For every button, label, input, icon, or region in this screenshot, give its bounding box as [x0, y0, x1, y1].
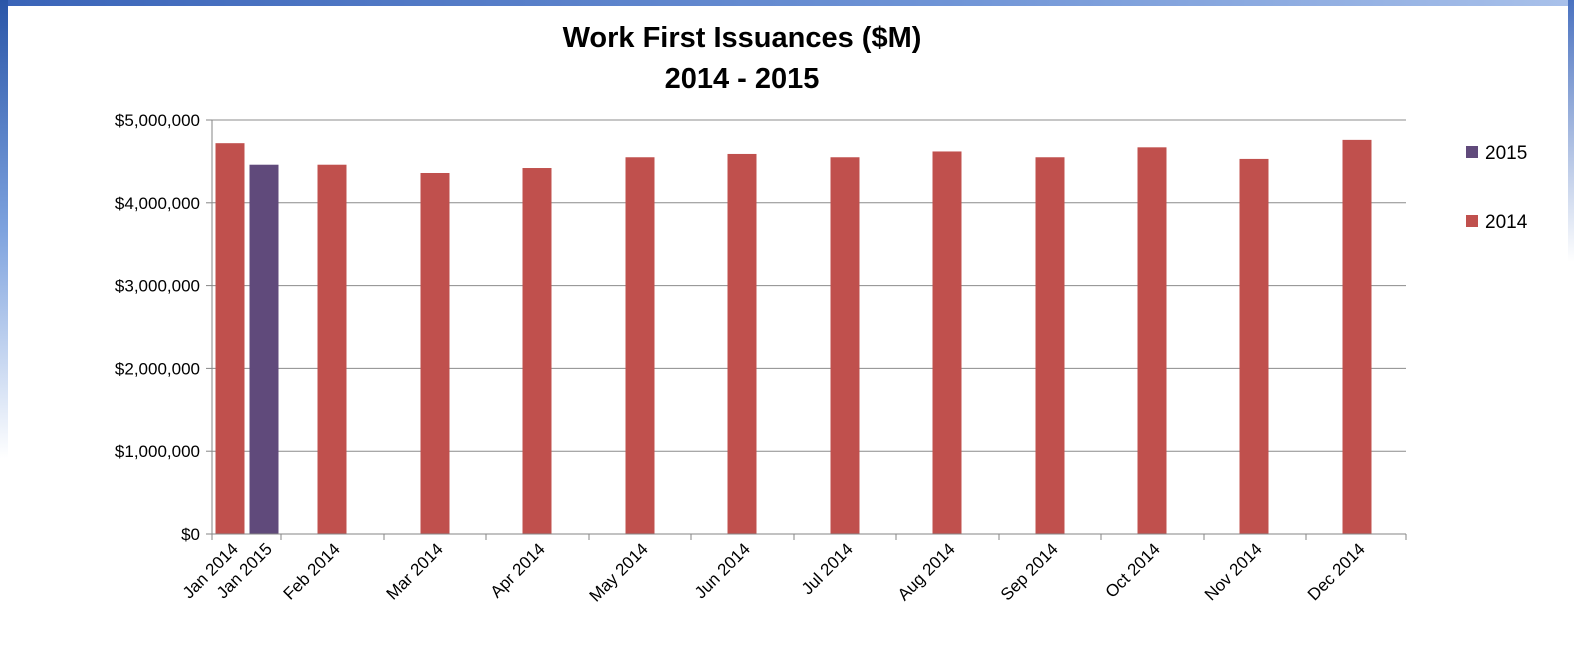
x-tick-label: Jun 2014 — [691, 539, 754, 602]
x-tick-label: Oct 2014 — [1102, 539, 1164, 601]
x-tick-label: Mar 2014 — [383, 539, 447, 603]
chart-subtitle: 2014 - 2015 — [665, 63, 820, 95]
y-tick-label: $3,000,000 — [115, 277, 200, 296]
legend: 2015 2014 — [1466, 143, 1528, 233]
y-tick-label: $4,000,000 — [115, 194, 200, 213]
bar-2015-jan-2015 — [249, 164, 279, 534]
x-tick-label: Aug 2014 — [894, 539, 959, 604]
chart-panel: Work First Issuances ($M) 2014 - 2015 $0… — [8, 6, 1568, 655]
bar-2014-jul-2014 — [830, 157, 860, 534]
x-tick-label: Nov 2014 — [1201, 539, 1266, 604]
bar-2014-feb-2014 — [317, 164, 347, 534]
chart-title: Work First Issuances ($M) — [563, 22, 922, 54]
bar-2014-jan-2014 — [215, 143, 245, 534]
bar-2014-mar-2014 — [420, 172, 450, 534]
x-tick-label: Dec 2014 — [1304, 539, 1369, 604]
window-frame-top — [0, 0, 1574, 6]
x-tick-label: Apr 2014 — [487, 539, 549, 601]
legend-label-2014: 2014 — [1485, 212, 1528, 233]
x-tick-label: Sep 2014 — [997, 539, 1062, 604]
bar-2014-may-2014 — [625, 157, 655, 534]
y-tick-label: $5,000,000 — [115, 111, 200, 130]
x-tick-label: May 2014 — [586, 539, 652, 605]
bar-2014-aug-2014 — [932, 151, 962, 535]
window-frame-left — [0, 0, 8, 655]
window-frame-right — [1568, 0, 1574, 655]
x-tick-label: Jul 2014 — [798, 539, 857, 598]
y-tick-label: $2,000,000 — [115, 359, 200, 378]
x-tick-label: Feb 2014 — [280, 539, 344, 603]
legend-label-2015: 2015 — [1485, 143, 1527, 164]
y-tick-label: $0 — [181, 525, 200, 544]
bar-2014-dec-2014 — [1342, 139, 1372, 534]
gridlines — [212, 119, 1406, 535]
bar-chart: Work First Issuances ($M) 2014 - 2015 $0… — [115, 22, 1528, 606]
legend-swatch-2015 — [1466, 146, 1478, 158]
bar-2014-apr-2014 — [522, 168, 552, 535]
y-tick-label: $1,000,000 — [115, 442, 200, 461]
bar-2014-oct-2014 — [1137, 147, 1167, 534]
y-axis: $0 $1,000,000 $2,000,000 $3,000,000 $4,000,0… — [115, 111, 213, 544]
bar-2014-jun-2014 — [727, 153, 757, 534]
bars — [215, 139, 1372, 535]
legend-swatch-2014 — [1466, 215, 1478, 227]
bar-2014-nov-2014 — [1239, 158, 1269, 534]
bar-2014-sep-2014 — [1035, 157, 1065, 534]
